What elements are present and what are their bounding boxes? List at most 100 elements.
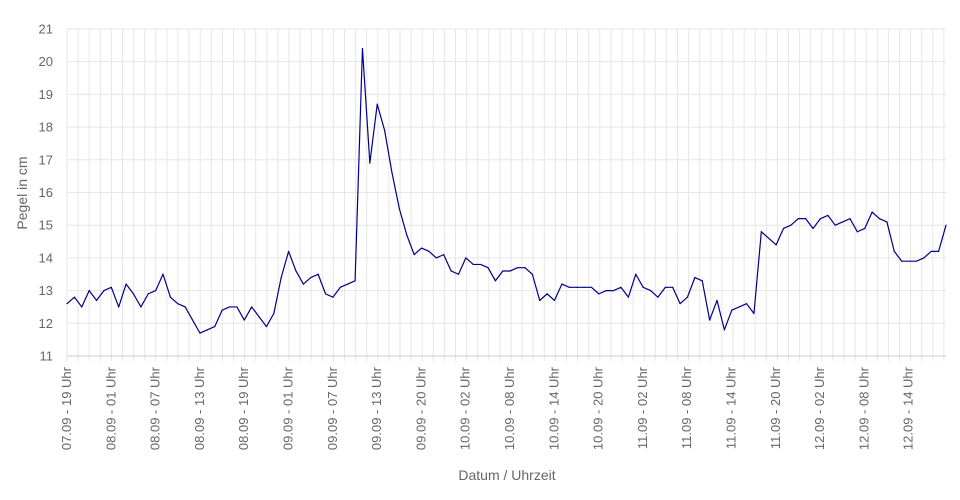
data-point (790, 224, 792, 226)
data-point (531, 273, 533, 275)
data-point (576, 286, 578, 288)
data-point (251, 306, 253, 308)
data-point (864, 227, 866, 230)
data-point (206, 329, 208, 331)
data-point (384, 129, 386, 131)
horizontal-gridlines (67, 28, 946, 357)
data-point (184, 306, 186, 308)
data-point (66, 303, 68, 305)
data-point (228, 306, 231, 308)
data-point (901, 260, 903, 262)
data-point (502, 270, 504, 272)
y-tick-label: 20 (39, 54, 53, 69)
y-tick-label: 19 (39, 87, 53, 102)
data-point (679, 303, 681, 305)
x-tick-label: 11.09 - 08 Uhr (679, 366, 694, 449)
data-point (672, 286, 674, 288)
data-point (420, 247, 423, 249)
x-tick-label: 09.09 - 13 Uhr (369, 366, 384, 450)
data-point (443, 254, 445, 256)
data-point (524, 267, 526, 269)
data-point (694, 276, 696, 279)
data-point (258, 316, 260, 318)
data-point (332, 296, 334, 298)
y-tick-label: 11 (40, 349, 54, 364)
data-point (339, 286, 341, 288)
y-tick-label: 17 (39, 152, 53, 167)
data-point (723, 329, 726, 331)
data-point (347, 283, 349, 285)
data-point (509, 270, 511, 272)
data-point (369, 162, 371, 164)
data-point (287, 250, 290, 252)
data-point (199, 332, 201, 334)
data-point (738, 306, 740, 308)
data-point (118, 306, 120, 308)
data-point (487, 267, 489, 269)
data-point (753, 312, 755, 315)
x-tick-label: 09.09 - 07 Uhr (325, 366, 340, 450)
data-point (354, 280, 356, 282)
data-point (930, 250, 932, 252)
data-point (465, 257, 467, 259)
x-tick-label: 12.09 - 02 Uhr (812, 366, 827, 450)
data-point (110, 286, 112, 288)
data-point (472, 263, 474, 266)
data-point (590, 286, 593, 288)
data-point (760, 231, 762, 233)
y-tick-label: 16 (39, 185, 53, 200)
data-point (871, 211, 873, 213)
data-point (945, 224, 947, 226)
data-point (103, 290, 105, 292)
data-point (457, 273, 460, 275)
data-point (635, 273, 637, 275)
data-point (310, 276, 312, 279)
data-point (805, 218, 807, 220)
data-point (539, 299, 541, 302)
data-point (450, 270, 452, 272)
data-point (878, 218, 881, 220)
x-tick-label: 10.09 - 08 Uhr (502, 366, 517, 450)
x-tick-label: 09.09 - 01 Uhr (281, 366, 296, 450)
x-tick-label: 11.09 - 02 Uhr (635, 366, 650, 449)
data-point (856, 231, 858, 233)
data-point (923, 257, 925, 259)
x-tick-label: 08.09 - 19 Uhr (236, 366, 251, 450)
data-point (295, 270, 297, 272)
data-point (908, 260, 910, 262)
data-point (398, 208, 400, 210)
data-point (797, 218, 799, 220)
data-point (745, 303, 748, 305)
data-point (642, 286, 644, 288)
data-point (782, 227, 785, 230)
data-point (605, 290, 607, 292)
y-tick-label: 18 (39, 120, 53, 135)
data-point (428, 250, 430, 252)
x-tick-label: 08.09 - 07 Uhr (148, 366, 163, 450)
data-point (827, 214, 829, 216)
x-tick-label: 08.09 - 01 Uhr (103, 366, 118, 450)
data-point (546, 293, 548, 295)
x-tick-label: 10.09 - 02 Uhr (458, 366, 473, 450)
y-axis-title: Pegel in cm (14, 156, 30, 229)
data-point (361, 48, 364, 50)
data-point (480, 263, 482, 266)
data-point (561, 283, 563, 285)
x-tick-label: 08.09 - 13 Uhr (192, 366, 207, 450)
data-point (849, 218, 851, 220)
data-point (775, 244, 777, 246)
data-point (819, 218, 822, 220)
x-tick-label: 12.09 - 14 Uhr (901, 366, 916, 450)
data-point (147, 293, 149, 295)
data-point (568, 286, 570, 288)
data-point (938, 250, 940, 252)
data-point (273, 312, 275, 315)
data-point (265, 325, 268, 328)
y-tick-label: 15 (39, 218, 53, 233)
data-point (125, 283, 127, 285)
data-point (214, 325, 216, 328)
data-point (649, 290, 652, 292)
y-axis-tick-labels: 11 12 13 14 15 16 17 18 19 20 21 (39, 22, 53, 364)
x-tick-label: 09.09 - 20 Uhr (413, 366, 428, 450)
